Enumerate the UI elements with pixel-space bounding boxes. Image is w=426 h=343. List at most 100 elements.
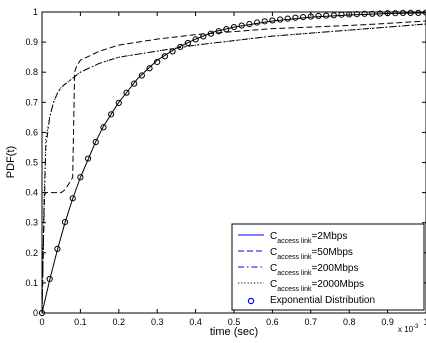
series-4-point xyxy=(253,19,261,26)
series-4-point xyxy=(54,245,61,252)
series-4-point xyxy=(184,39,192,47)
x-exponent-label: x 10-3 xyxy=(398,324,419,334)
series-4-point xyxy=(315,12,322,20)
series-4-point xyxy=(46,275,53,283)
y-tick-label: 0.7 xyxy=(25,97,38,107)
y-tick-label: 0 xyxy=(33,308,38,318)
series-4-point xyxy=(131,80,138,87)
y-tick-label: 0.3 xyxy=(25,218,38,228)
series-4-point xyxy=(292,14,299,21)
y-tick-label: 0.1 xyxy=(25,278,38,288)
legend-swatch xyxy=(247,297,255,305)
x-tick-label: 0.5 xyxy=(228,317,241,327)
series-4-point xyxy=(246,20,253,28)
legend-label: Caccess link=2Mbps xyxy=(270,231,347,245)
series-4-point xyxy=(215,28,222,35)
series-4-point xyxy=(276,16,284,23)
x-tick-label: 0.7 xyxy=(305,317,318,327)
series-4-point xyxy=(138,72,145,79)
series-4-point xyxy=(284,15,291,22)
legend-label: Caccess link=200Mbps xyxy=(270,263,358,277)
x-exponent-power: -3 xyxy=(413,324,419,330)
series-4-point xyxy=(353,11,360,18)
series-4-point xyxy=(69,195,76,202)
series-4-point xyxy=(38,309,46,317)
series-4-point xyxy=(269,17,276,24)
series-4-point xyxy=(238,22,245,29)
legend-box xyxy=(231,223,425,311)
x-tick-label: 0.8 xyxy=(343,317,356,327)
legend-label-main: C xyxy=(270,279,277,290)
series-4-point xyxy=(392,10,399,17)
y-tick-label: 0.9 xyxy=(25,37,38,47)
series-4-point xyxy=(261,18,268,25)
x-tick-label: 0 xyxy=(39,317,44,327)
series-4-point xyxy=(323,12,330,19)
series-1-line xyxy=(41,20,426,314)
series-4-point xyxy=(399,9,407,17)
series-4-point xyxy=(223,26,230,33)
y-axis-label: PDF(t) xyxy=(5,146,17,178)
x-tick-label: 0.4 xyxy=(189,317,202,327)
x-tick-label: 0.1 xyxy=(74,317,87,327)
series-4-point xyxy=(77,174,84,181)
legend-label-main: C xyxy=(270,247,277,258)
series-4-point xyxy=(207,30,215,37)
series-4-point xyxy=(415,9,422,17)
legend-label: Exponential Distribution xyxy=(270,295,375,306)
x-tick-label: 1 xyxy=(423,317,426,327)
y-tick-label: 0.5 xyxy=(25,158,38,168)
legend-label-main: C xyxy=(270,263,277,274)
legend-label-sub: access link xyxy=(277,238,312,245)
series-4-point xyxy=(115,99,122,107)
y-tick-label: 0.8 xyxy=(25,67,38,77)
series-4-point xyxy=(84,155,92,162)
legend-label: Caccess link=2000Mbps xyxy=(270,279,364,293)
legend-label-sub: access link xyxy=(277,254,312,261)
series-4-point xyxy=(192,36,199,43)
legend-label-suffix: =2Mbps xyxy=(311,231,347,242)
series-3-line xyxy=(41,23,426,314)
legend-label-suffix: =2000Mbps xyxy=(311,279,364,290)
series-4-point xyxy=(161,53,168,60)
y-tick-label: 0.4 xyxy=(25,188,38,198)
x-tick-label: 0.2 xyxy=(113,317,126,327)
series-4-point xyxy=(177,43,184,51)
series-4-point xyxy=(346,11,353,18)
y-tick-label: 1 xyxy=(33,7,38,17)
legend-label-suffix: =50Mbps xyxy=(311,247,352,258)
series-4-point xyxy=(61,218,69,226)
series-4-point xyxy=(200,33,207,40)
legend-label-main: C xyxy=(270,231,277,242)
series-4-point xyxy=(369,10,376,17)
series-4-point xyxy=(123,89,130,96)
series-4-point xyxy=(108,111,115,118)
x-axis-label: time (sec) xyxy=(210,326,258,338)
series-4-point xyxy=(330,12,337,19)
legend-label: Caccess link=50Mbps xyxy=(270,247,353,261)
y-tick-label: 0.2 xyxy=(25,248,38,258)
axis-ticks: 0 0.1 0.2 0.3 0.4 0.5 0.6 0.7 0.8 0.9 1 0 0.1 0.2 0.3 0… xyxy=(25,7,426,327)
x-exponent-base: x 10 xyxy=(398,325,414,334)
legend-label-sub: access link xyxy=(277,270,312,277)
series-4-point xyxy=(169,48,176,55)
x-tick-label: 0.3 xyxy=(151,317,164,327)
series-4-point xyxy=(230,23,238,31)
x-tick-label: 0.9 xyxy=(381,317,394,327)
series-4-point xyxy=(361,10,368,17)
series-4-point xyxy=(376,10,384,17)
y-tick-label: 0.6 xyxy=(25,127,38,137)
legend-label-suffix: =200Mbps xyxy=(311,263,358,274)
series-4-point xyxy=(100,124,107,131)
series-4-point xyxy=(407,9,414,17)
series-4-point xyxy=(146,65,153,72)
series-4-point xyxy=(154,58,161,66)
series-4-point xyxy=(384,10,391,17)
series-4-point xyxy=(307,13,314,20)
series-4-point xyxy=(300,14,307,21)
legend-label-sub: access link xyxy=(277,286,312,293)
x-tick-label: 0.6 xyxy=(266,317,279,327)
series-4-point xyxy=(92,138,99,146)
series-4-point xyxy=(338,11,345,18)
